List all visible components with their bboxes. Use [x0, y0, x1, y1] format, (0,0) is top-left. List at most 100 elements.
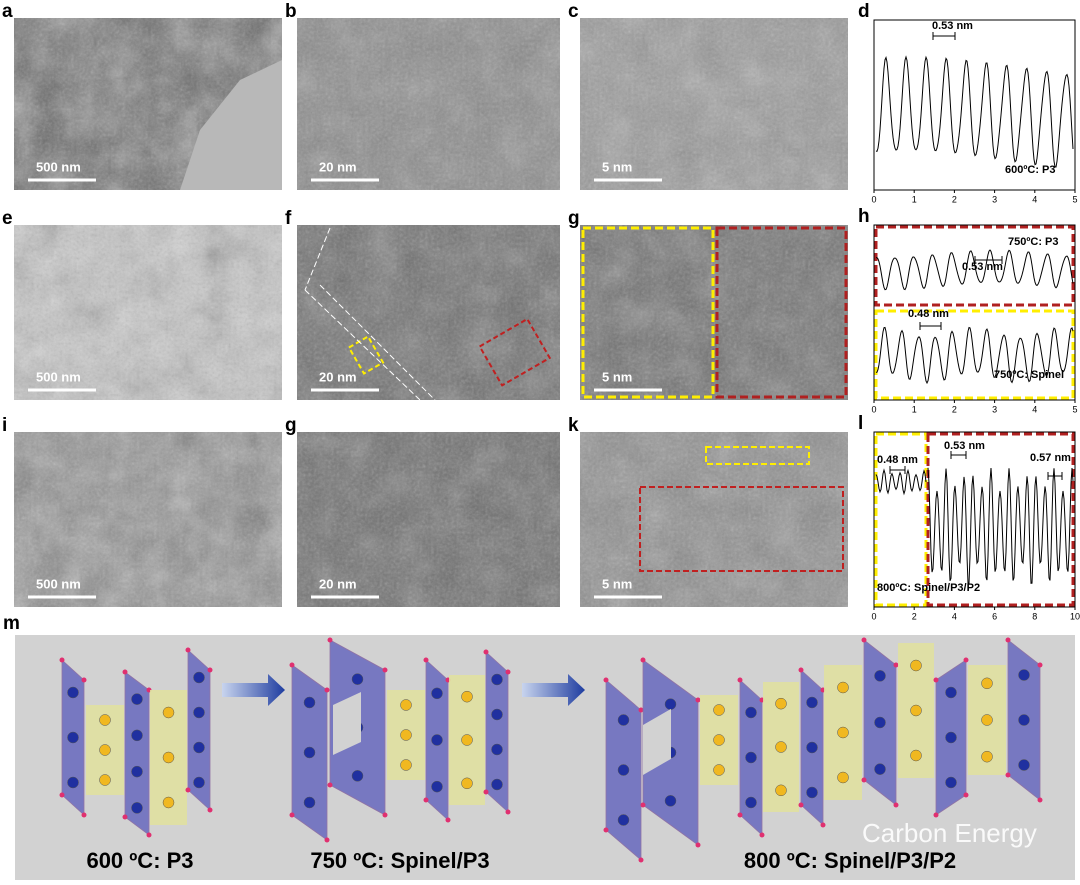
- atom: [162, 751, 175, 764]
- scale-bar-label: 20 nm: [319, 576, 357, 591]
- scale-bar-label: 500 nm: [36, 369, 81, 384]
- annotation: 750ºC: P3: [1008, 236, 1059, 248]
- oxygen-atom: [327, 782, 333, 788]
- panel-label: c: [568, 1, 579, 22]
- atom: [837, 726, 849, 739]
- oxygen-atom: [1005, 772, 1011, 778]
- spacing-marker: [889, 466, 906, 474]
- oxygen-atom: [861, 637, 867, 643]
- x-tick-label: 8: [1032, 611, 1037, 621]
- profile-curve: [927, 467, 1074, 584]
- panel-label: l: [858, 413, 863, 434]
- oxygen-atom: [1037, 797, 1043, 803]
- atom: [431, 734, 443, 746]
- arrow: [522, 674, 585, 706]
- atom: [945, 731, 957, 744]
- atom: [400, 759, 412, 771]
- oxygen-atom: [737, 812, 743, 818]
- oxygen-atom: [483, 789, 489, 795]
- region-box: [347, 335, 385, 375]
- annotation: 0.53 nm: [944, 440, 985, 452]
- stage-label: 600 ºC: P3: [86, 848, 193, 873]
- atom: [431, 687, 443, 700]
- panel-label: h: [858, 206, 870, 227]
- panel-label: d: [858, 1, 870, 22]
- atom: [775, 784, 787, 797]
- oxygen-atom: [483, 649, 489, 655]
- region-box: [874, 309, 1075, 400]
- oxygen-atom: [638, 707, 644, 713]
- scale-bar-label: 5 nm: [602, 369, 632, 384]
- micrograph-texture: [297, 18, 560, 190]
- atom: [400, 699, 412, 711]
- panel-label: a: [2, 1, 13, 22]
- stage-label: 750 ºC: Spinel/P3: [310, 848, 489, 873]
- region-box: [581, 226, 715, 399]
- oxygen-atom: [324, 687, 330, 693]
- oxygen-atom: [146, 832, 152, 838]
- atom: [162, 796, 175, 809]
- oxygen-atom: [603, 677, 609, 683]
- atom: [67, 731, 79, 744]
- oxygen-atom: [59, 792, 65, 798]
- vacancy: [643, 708, 671, 776]
- x-tick-label: 1: [912, 404, 917, 414]
- profile-curve: [875, 55, 1074, 168]
- atom: [99, 714, 111, 726]
- micrograph-texture: [297, 432, 560, 607]
- scale-bar-label: 500 nm: [36, 159, 81, 174]
- x-tick-label: 3: [992, 194, 997, 204]
- atom: [351, 770, 364, 782]
- oxygen-atom: [798, 802, 804, 808]
- atom: [713, 734, 725, 746]
- arrow: [222, 674, 285, 706]
- x-tick-label: 2: [952, 194, 957, 204]
- oxygen-atom: [963, 657, 969, 663]
- oxygen-atom: [933, 677, 939, 683]
- vacancy: [333, 691, 361, 755]
- x-tick-label: 5: [1072, 404, 1077, 414]
- region-box: [874, 432, 928, 607]
- region-box: [705, 446, 810, 465]
- oxygen-atom: [737, 677, 743, 683]
- atom: [193, 741, 205, 754]
- atom: [910, 704, 922, 717]
- oxygen-atom: [289, 662, 295, 668]
- panel-label: i: [2, 415, 7, 436]
- lattice-guide: [304, 227, 436, 401]
- annotation: 600ºC: P3: [1005, 164, 1056, 176]
- x-tick-label: 6: [992, 611, 997, 621]
- atom: [617, 814, 630, 826]
- x-tick-label: 3: [992, 404, 997, 414]
- atom: [874, 763, 886, 775]
- x-tick-label: 4: [1032, 404, 1037, 414]
- x-tick-label: 2: [912, 611, 917, 621]
- oxygen-atom: [798, 667, 804, 673]
- atom: [1018, 669, 1030, 681]
- oxygen-atom: [423, 797, 429, 803]
- oxygen-atom: [640, 802, 646, 808]
- watermark: Carbon Energy: [862, 818, 1037, 848]
- oxygen-atom: [1005, 637, 1011, 643]
- region-box: [639, 486, 844, 572]
- atom: [461, 777, 473, 790]
- oxygen-atom: [695, 842, 701, 848]
- profile-curve: [875, 326, 1074, 385]
- atom: [491, 708, 503, 721]
- annotation: 750ºC: Spinel: [994, 369, 1064, 381]
- atom: [131, 729, 143, 742]
- x-tick-label: 0: [871, 611, 876, 621]
- atom: [303, 746, 316, 759]
- atom: [67, 776, 79, 789]
- oxygen-atom: [505, 809, 511, 815]
- x-tick-label: 2: [952, 404, 957, 414]
- atom: [775, 697, 787, 710]
- atom: [131, 765, 143, 778]
- panel-label: g: [568, 208, 580, 229]
- oxygen-atom: [963, 792, 969, 798]
- atom: [617, 714, 630, 726]
- oxygen-atom: [423, 657, 429, 663]
- atom: [351, 673, 364, 685]
- atom: [874, 716, 886, 729]
- oxygen-atom: [861, 777, 867, 783]
